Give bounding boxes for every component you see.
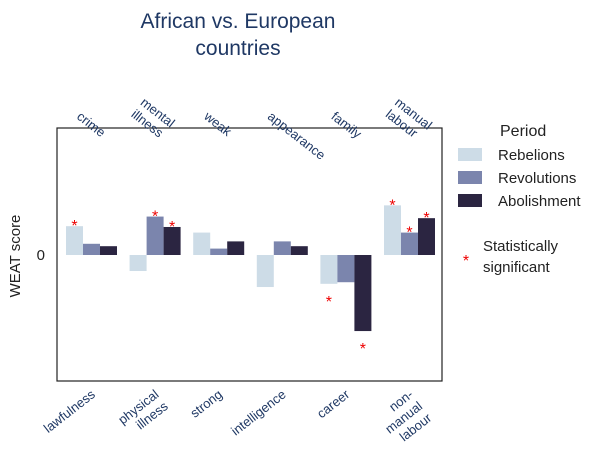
legend: Period Rebelions Revolutions Abolishment * St… [458, 123, 581, 276]
bottom-category-label: career [314, 386, 353, 421]
legend-swatch-revolutions [458, 171, 482, 184]
bar-revolutions-3 [273, 241, 291, 255]
bar-rebelions-5 [384, 205, 401, 255]
significance-star: * [169, 219, 175, 236]
bar-abolishment-4 [354, 255, 372, 332]
legend-swatch-abolishment [458, 194, 482, 207]
legend-swatch-rebelions [458, 148, 482, 161]
bottom-category-label: lawfulness [41, 386, 98, 435]
bottom-category-label-line: strong [187, 387, 225, 421]
chart-title-line-2: countries [195, 37, 280, 60]
y-tick-zero: 0 [37, 247, 45, 264]
bar-revolutions-2 [210, 248, 228, 255]
legend-title: Period [500, 123, 546, 140]
bar-rebelions-2 [193, 232, 211, 255]
significance-star: * [326, 294, 332, 311]
significance-star: * [71, 218, 77, 235]
legend-significance-star: * [463, 253, 469, 270]
significance-star: * [152, 209, 158, 226]
top-category-label-line: family [329, 109, 365, 142]
bar-abolishment-1 [163, 226, 181, 255]
bottom-category-label-line: lawfulness [41, 386, 98, 435]
legend-label-abolishment: Abolishment [498, 193, 581, 210]
bar-rebelions-0 [66, 226, 83, 255]
bar-abolishment-2 [227, 241, 245, 255]
top-category-label: appearance [265, 109, 328, 163]
legend-label-revolutions: Revolutions [498, 170, 576, 187]
plot-area [56, 127, 443, 382]
bar-revolutions-4 [337, 255, 355, 283]
top-category-label: crime [74, 109, 108, 140]
top-category-label-line: appearance [265, 109, 328, 163]
legend-label-rebelions: Rebelions [498, 147, 565, 164]
bar-abolishment-0 [100, 246, 117, 255]
bar-rebelions-4 [320, 255, 338, 284]
top-category-label-line: crime [74, 109, 108, 140]
significance-star: * [389, 197, 395, 214]
top-category-label: weak [201, 108, 235, 139]
bar-rebelions-1 [129, 255, 147, 272]
bar-rebelions-3 [256, 255, 274, 288]
chart-title-line-1: African vs. European [141, 10, 336, 33]
bar-revolutions-0 [83, 243, 100, 255]
legend-significance-label: significant [483, 259, 551, 276]
bottom-category-label-line: career [314, 386, 353, 421]
bottom-category-label-line: intelligence [228, 387, 288, 439]
bar-revolutions-1 [146, 216, 164, 255]
legend-significance-label: Statistically [483, 238, 559, 255]
top-category-label-line: weak [201, 108, 235, 139]
bar-abolishment-3 [290, 246, 308, 255]
significance-star: * [423, 210, 429, 227]
bottom-category-label: strong [187, 387, 225, 421]
bottom-category-label: intelligence [228, 387, 288, 439]
y-axis-label: WEAT score [7, 215, 24, 298]
bar-abolishment-5 [418, 218, 435, 255]
top-category-label: family [329, 109, 365, 142]
significance-star: * [360, 341, 366, 358]
significance-star: * [406, 225, 412, 242]
bar-revolutions-5 [401, 232, 418, 255]
